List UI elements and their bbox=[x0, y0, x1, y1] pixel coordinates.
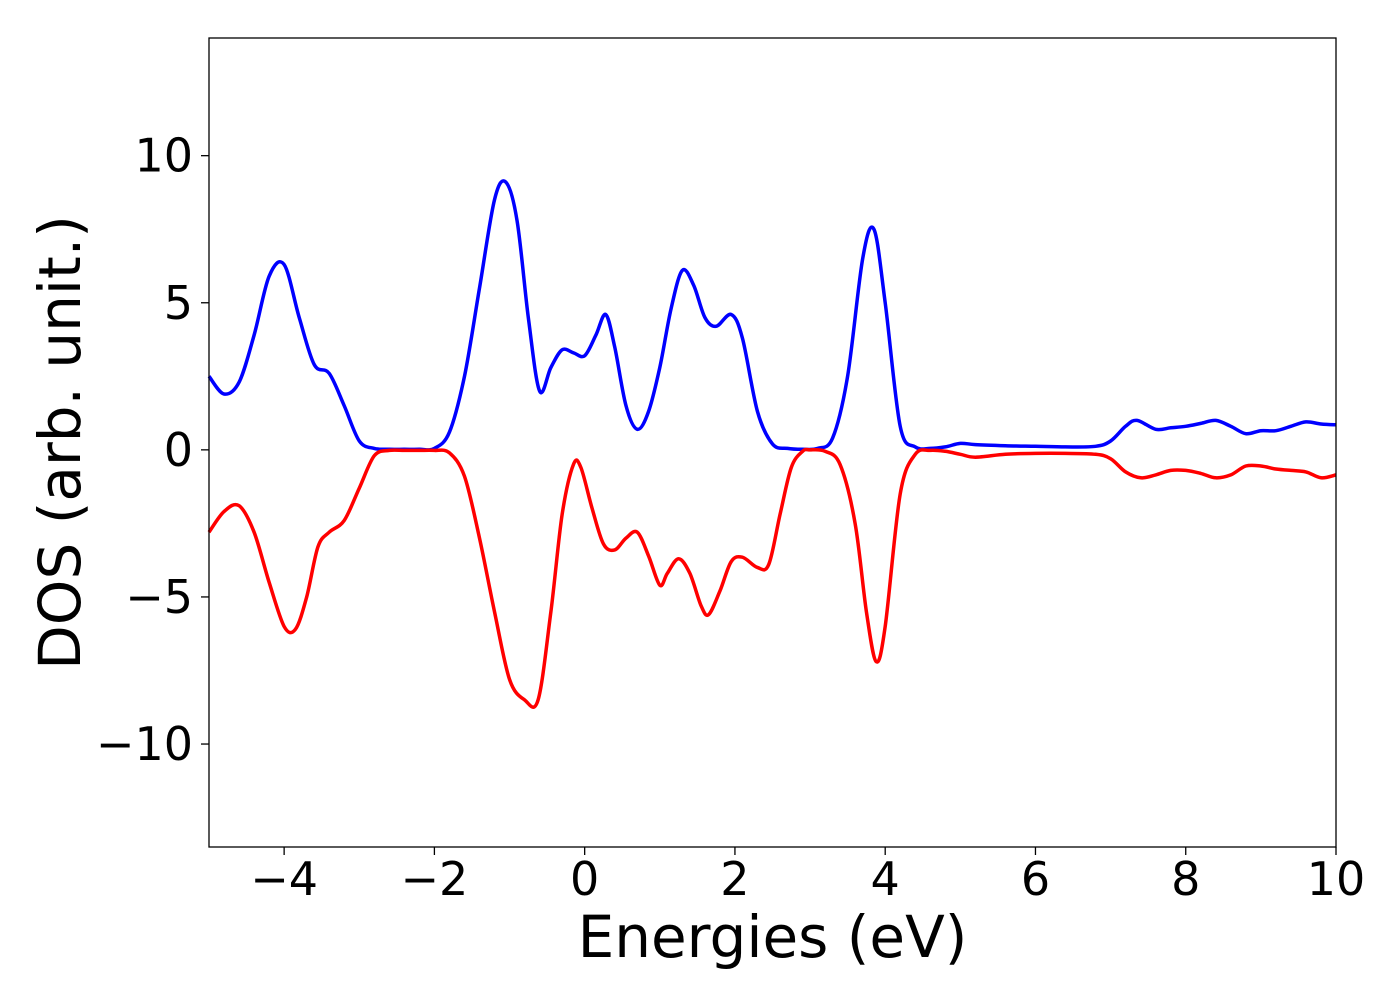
y-tick-label: 5 bbox=[164, 276, 193, 330]
x-tick-label: −4 bbox=[250, 852, 318, 906]
x-tick-label: 0 bbox=[570, 852, 599, 906]
y-axis-title: DOS (arb. unit.) bbox=[26, 215, 94, 670]
y-tick-label: 10 bbox=[134, 129, 193, 183]
y-tick-label: −5 bbox=[125, 570, 193, 624]
x-axis-title: Energies (eV) bbox=[578, 903, 968, 971]
x-tick-label: −2 bbox=[400, 852, 468, 906]
plot-lines bbox=[207, 179, 1337, 710]
x-tick-label: 8 bbox=[1171, 852, 1200, 906]
x-tick-label: 2 bbox=[720, 852, 749, 906]
x-tick-label: 6 bbox=[1021, 852, 1050, 906]
x-axis-ticks: −4 −2 0 2 4 6 8 10 bbox=[250, 847, 1365, 906]
y-tick-label: 0 bbox=[164, 423, 193, 477]
plot-frame bbox=[208, 37, 1337, 848]
y-axis-ticks: 10 5 0 −5 −10 bbox=[96, 129, 209, 771]
y-tick-label: −10 bbox=[96, 717, 193, 771]
x-tick-label: 4 bbox=[871, 852, 900, 906]
x-tick-label: 10 bbox=[1307, 852, 1366, 906]
dos-series-line-blue bbox=[207, 179, 1337, 452]
dos-series-line-red bbox=[207, 447, 1337, 710]
